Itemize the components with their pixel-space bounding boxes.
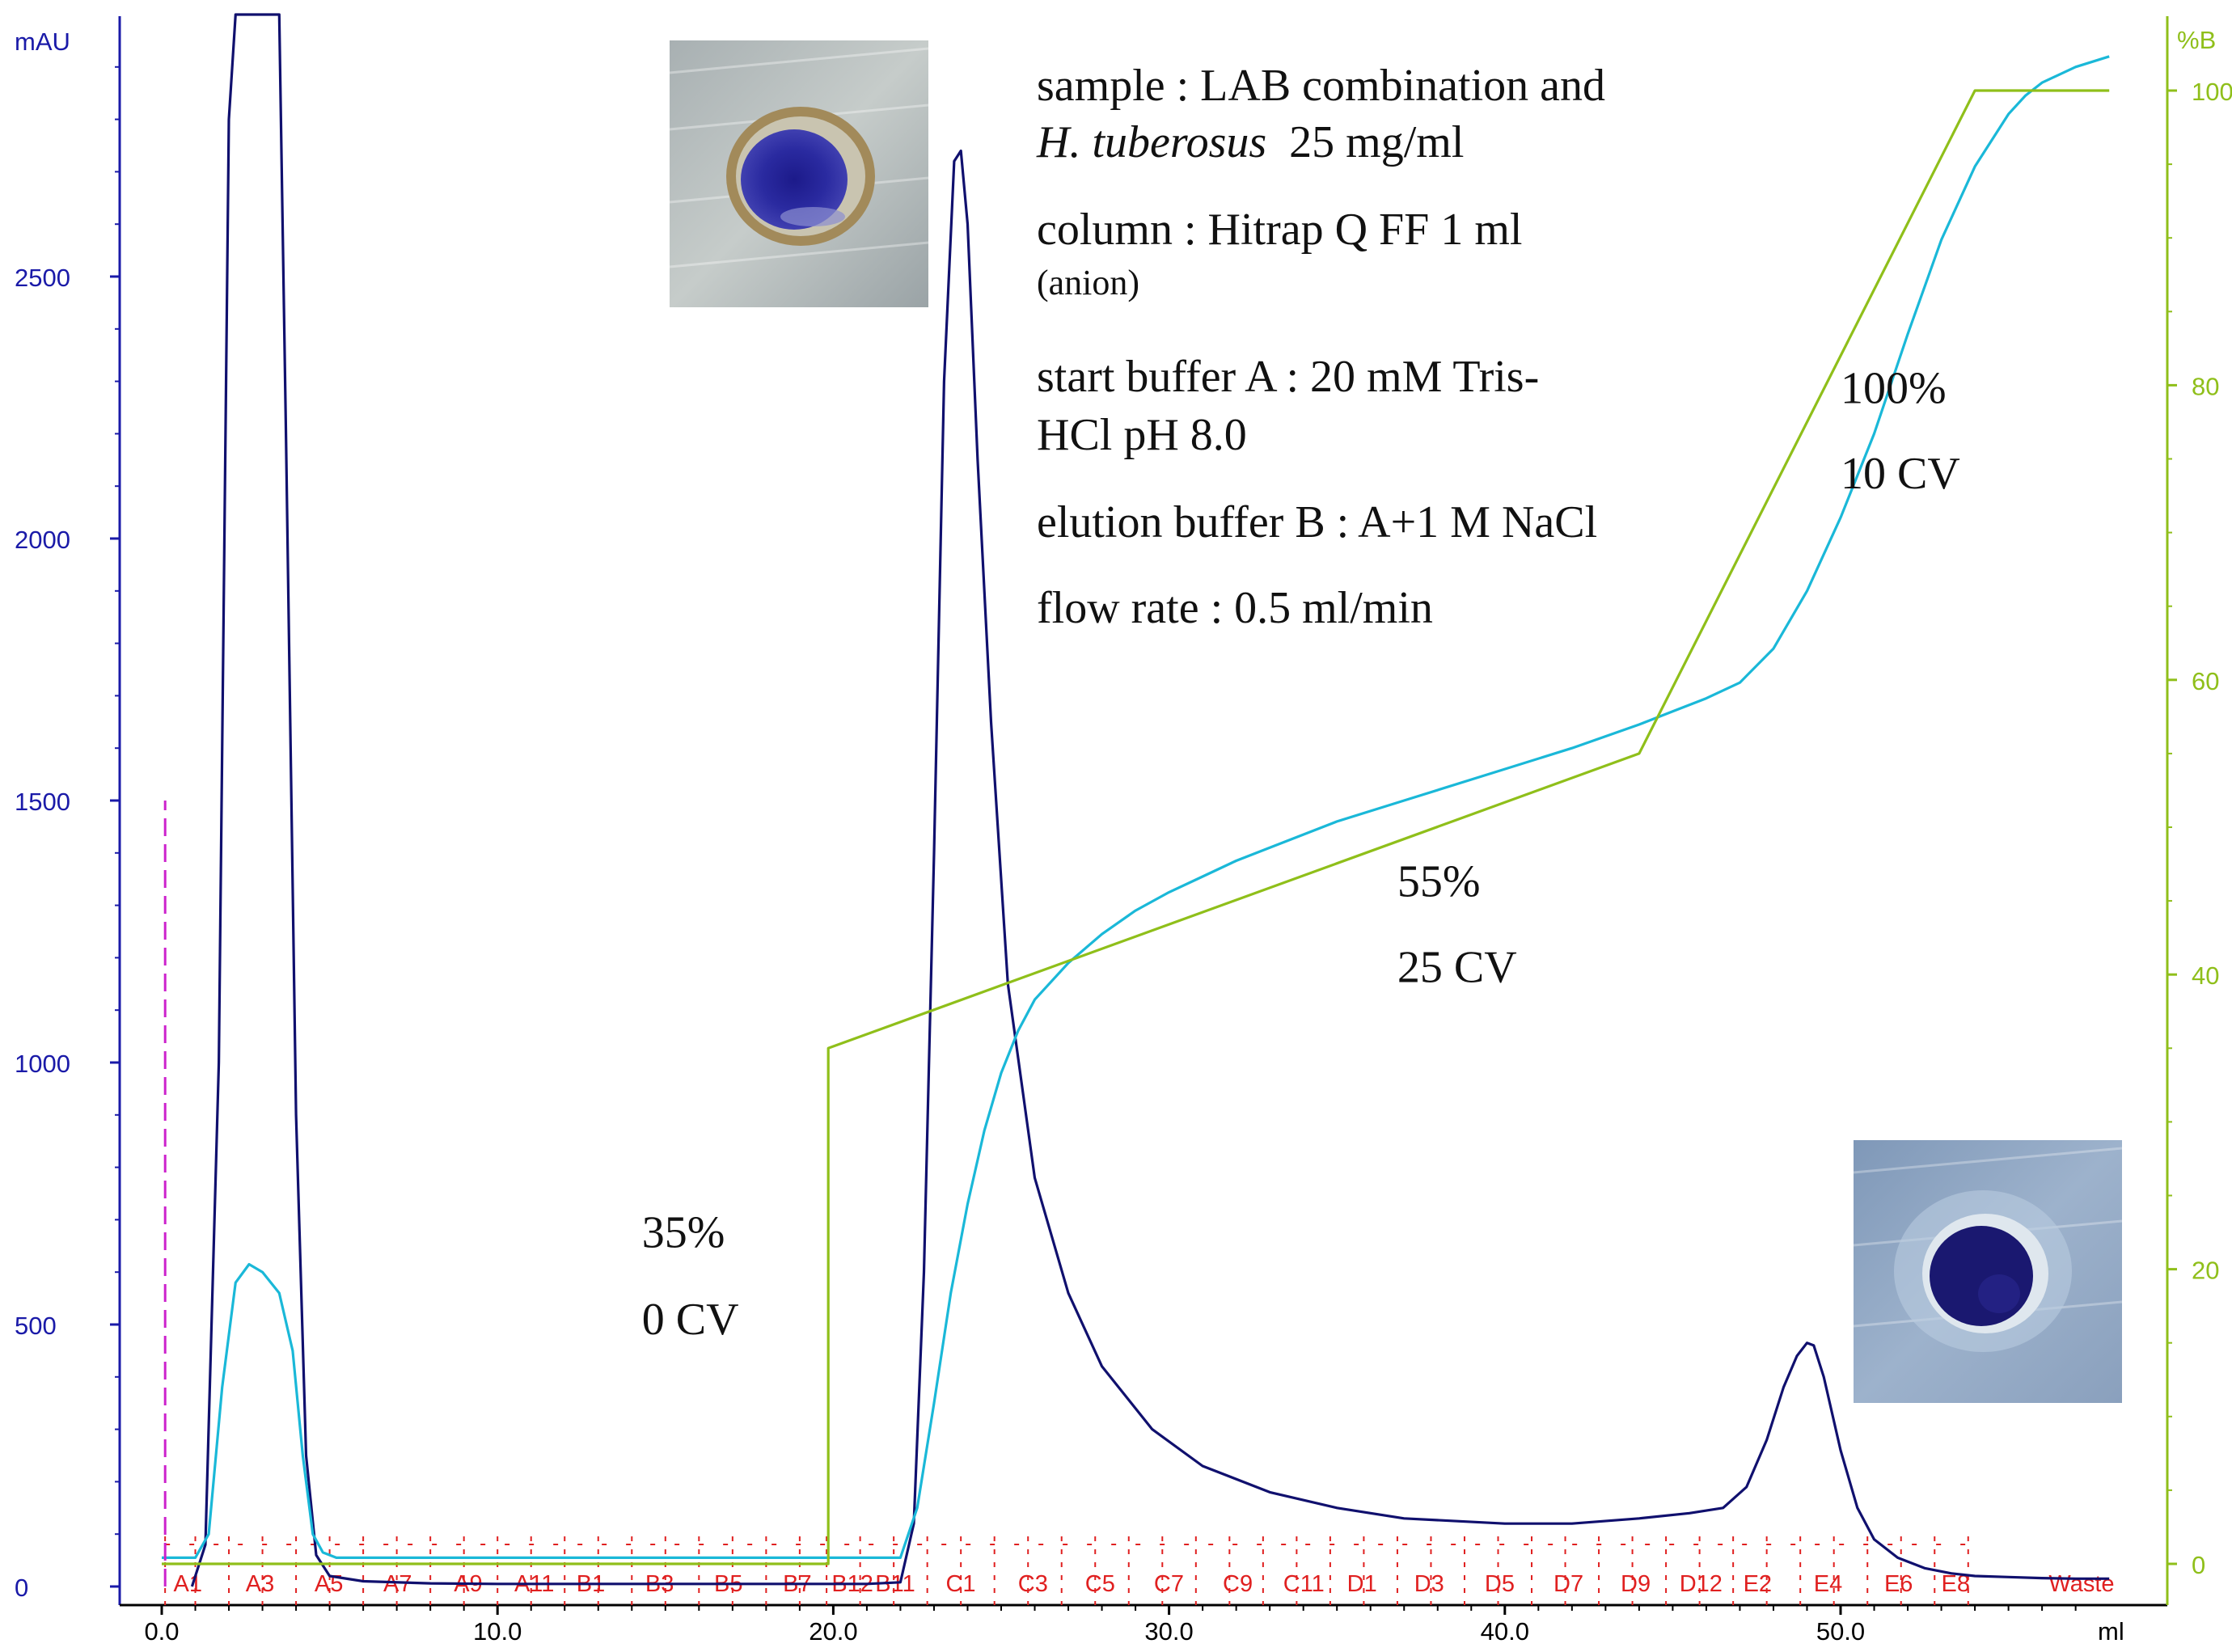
fraction-label: C9	[1223, 1571, 1253, 1597]
info-buffer-a-line1: start buffer A : 20 mM Tris-	[1037, 352, 1539, 402]
x-tick-label: 0.0	[144, 1617, 179, 1646]
fraction-label: C7	[1154, 1571, 1184, 1597]
info-buffer-b: elution buffer B : A+1 M NaCl	[1037, 497, 1597, 547]
x-tick-label: 40.0	[1481, 1617, 1529, 1646]
info-sample-line2: H. tuberosus 25 mg/ml	[1036, 117, 1464, 167]
y-right-unit-label: %B	[2177, 26, 2216, 54]
photo-inset-top	[669, 40, 929, 307]
fraction-label: C1	[945, 1571, 975, 1597]
x-tick-label: 50.0	[1816, 1617, 1865, 1646]
fraction-label: E6	[1884, 1571, 1913, 1597]
annotation-step1-cv: 0 CV	[642, 1295, 739, 1345]
fraction-markers: A1 A3 A5 A7 A9 A11 B1 B3 B5 B7 B12 B11 C1 C3 C5 C7 C9 C11…	[164, 1536, 2115, 1605]
y-right-tick-label: 60	[2192, 667, 2219, 695]
fraction-label: D5	[1485, 1571, 1515, 1597]
info-flow-rate: flow rate : 0.5 ml/min	[1037, 583, 1433, 633]
fraction-label: C11	[1283, 1571, 1325, 1597]
y-left-tick-label: 500	[15, 1312, 57, 1340]
info-column-line2: (anion)	[1037, 263, 1139, 302]
annotation-step3-cv: 10 CV	[1841, 449, 1960, 499]
y-right-tick-label: 100	[2192, 78, 2232, 106]
fraction-label: E2	[1744, 1571, 1772, 1597]
y-left-tick-label: 2500	[15, 264, 70, 292]
fraction-label: D9	[1621, 1571, 1651, 1597]
series-uv-line	[190, 13, 2110, 1587]
fraction-label: C3	[1018, 1571, 1048, 1597]
fraction-label: E4	[1814, 1571, 1842, 1597]
series-conductivity-line	[162, 55, 2110, 1560]
annotation-step2-cv: 25 CV	[1397, 942, 1517, 992]
info-buffer-a-line2: HCl pH 8.0	[1037, 410, 1247, 460]
fraction-label: C5	[1085, 1571, 1115, 1597]
annotation-step3-pct: 100%	[1841, 363, 1947, 413]
fraction-label: A3	[246, 1571, 274, 1597]
y-left-tick-label: 1000	[15, 1050, 70, 1078]
info-sample-concentration: 25 mg/ml	[1266, 117, 1464, 167]
fraction-label: D3	[1414, 1571, 1444, 1597]
x-tick-label: 20.0	[809, 1617, 857, 1646]
info-column-line1: column : Hitrap Q FF 1 ml	[1037, 205, 1522, 255]
fraction-label: Waste	[2048, 1571, 2114, 1597]
x-tick-label: 10.0	[473, 1617, 522, 1646]
series-percent_b-line	[162, 89, 2110, 1565]
x-tick-label: 30.0	[1144, 1617, 1193, 1646]
y-left-tick-label: 1500	[15, 788, 70, 816]
info-box: sample : LAB combination and H. tuberosu…	[1036, 61, 1605, 633]
fraction-label: D7	[1554, 1571, 1583, 1597]
fraction-label: D1	[1347, 1571, 1377, 1597]
y-left-unit-label: mAU	[15, 27, 70, 56]
series-layer	[162, 13, 2110, 1587]
info-sample-line1: sample : LAB combination and	[1037, 61, 1605, 111]
info-sample-organism: H. tuberosus	[1036, 117, 1266, 167]
x-unit-label: ml	[2098, 1617, 2124, 1646]
y-right-tick-label: 0	[2192, 1551, 2205, 1579]
y-right-tick-label: 20	[2192, 1257, 2219, 1285]
y-right-tick-label: 80	[2192, 372, 2219, 400]
fraction-label: D12	[1680, 1571, 1723, 1597]
fraction-label: A1	[174, 1571, 202, 1597]
y-right-tick-label: 40	[2192, 961, 2219, 990]
photo-inset-bottom	[1853, 1140, 2123, 1403]
y-left-tick-label: 0	[15, 1574, 28, 1602]
axes: 0 500 1000 1500 2000 2500 mAU 0 20 40 60 80 100 %B 0.0…	[15, 16, 2232, 1646]
annotation-step2-pct: 55%	[1397, 857, 1481, 907]
fraction-label: A7	[383, 1571, 412, 1597]
gradient-step-annotations: 35% 0 CV 55% 25 CV 100% 10 CV	[642, 363, 1960, 1345]
y-left-tick-label: 2000	[15, 526, 70, 554]
annotation-step1-pct: 35%	[642, 1207, 725, 1257]
